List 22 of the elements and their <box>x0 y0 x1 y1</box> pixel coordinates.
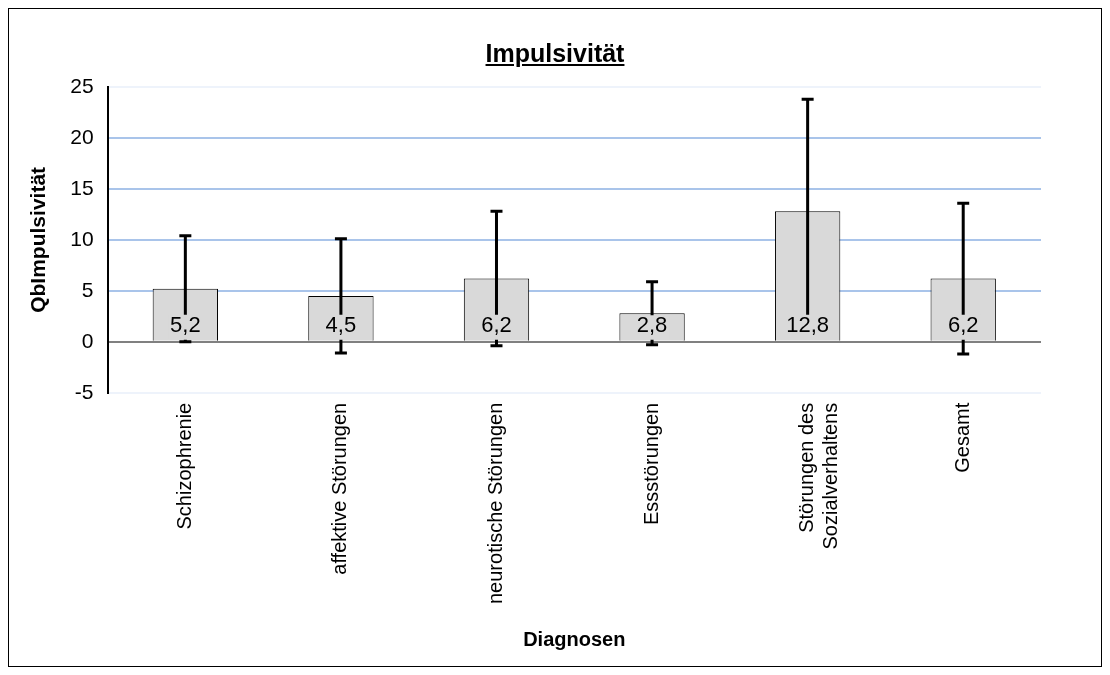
x-tick-label: Schizophrenie <box>172 402 195 530</box>
y-tick-label: 10 <box>70 226 94 250</box>
y-tick-label: 5 <box>81 277 94 301</box>
y-tick-label: -5 <box>74 379 94 403</box>
data-label: 12,8 <box>786 311 830 337</box>
data-label: 2,8 <box>636 311 668 337</box>
data-label: 6,2 <box>947 311 979 337</box>
x-tick-label: Störungen des Sozialverhaltens <box>795 402 842 550</box>
y-tick-label: 20 <box>70 124 94 148</box>
y-tick-label: 15 <box>70 175 94 199</box>
data-label: 6,2 <box>481 311 512 337</box>
y-tick-label: 0 <box>81 328 94 352</box>
chart-title: Impulsivität <box>484 39 626 68</box>
x-tick-label: affektive Störungen <box>328 402 351 575</box>
y-axis-title: QbImpulsivität <box>26 166 50 313</box>
x-tick-label: neurotische Störungen <box>484 402 507 604</box>
data-label: 5,2 <box>170 311 201 337</box>
x-tick-label: Essstörungen <box>639 402 662 526</box>
data-label: 4,5 <box>325 311 357 337</box>
x-tick-label: Gesamt <box>950 402 973 473</box>
x-axis-title: Diagnosen <box>523 627 626 650</box>
y-tick-label: 25 <box>70 73 94 97</box>
